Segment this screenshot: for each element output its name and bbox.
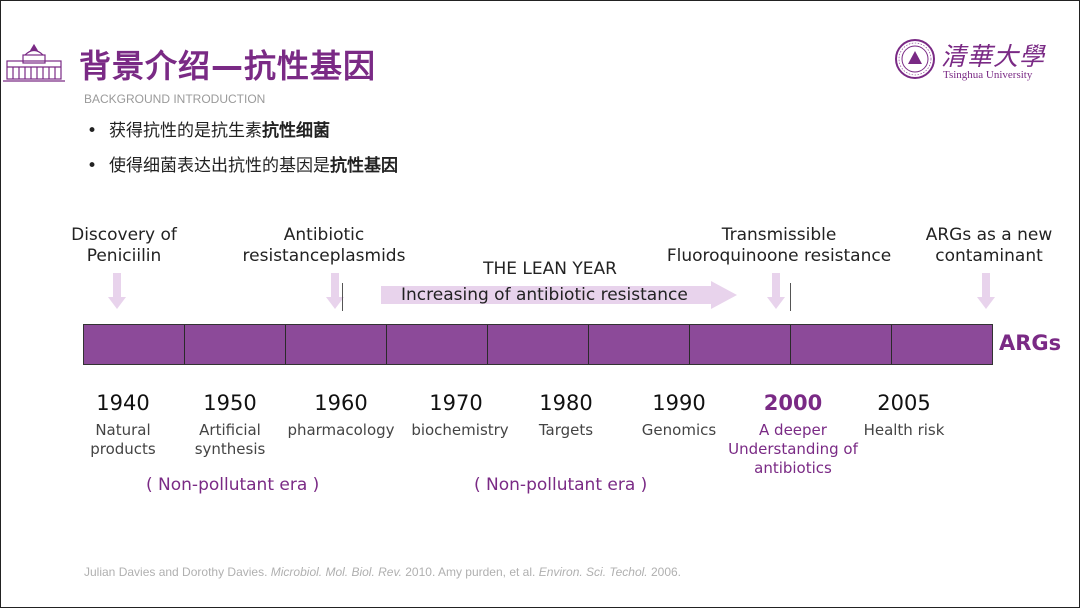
event-lean-year: THE LEAN YEAR [483,259,617,279]
university-name: Tsinghua University [943,69,1033,81]
year-desc-1990: Genomics [641,421,717,439]
bullet-2: • 使得细菌表达出抗性的基因是抗性基因 [87,156,398,176]
year-1970: 1970 [429,391,483,415]
year-desc-1950: Artificial synthesis [194,421,266,458]
page-subtitle: BACKGROUND INTRODUCTION [84,92,266,106]
tsinghua-seal-icon [894,38,936,80]
timeline-segment [791,325,892,364]
event-fluoroquinolone: Transmissible Fluoroquinoone resistance [666,225,892,266]
citation: Julian Davies and Dorothy Davies. Microb… [84,565,682,579]
event-args-contaminant: ARGs as a new contaminant [925,225,1053,266]
timeline-segment [387,325,488,364]
building-logo-icon [3,41,65,83]
page-title: 背景介绍—抗性基因 [79,47,377,85]
year-desc-1940: Natural products [90,421,156,458]
arrow-down-icon [108,273,126,309]
year-1940: 1940 [96,391,150,415]
year-desc-2005: Health risk [863,421,945,439]
event-plasmids: Antibiotic resistanceplasmids [242,225,406,266]
timeline-segment [892,325,992,364]
year-desc-1960: pharmacology [287,421,395,439]
divider-tick [342,283,343,311]
timeline-segment [488,325,589,364]
year-2000: 2000 [763,391,823,415]
timeline-bar [83,324,993,365]
arrow-down-icon [767,273,785,309]
year-desc-2000: A deeper Understanding of antibiotics [728,421,858,477]
arrow-down-icon [326,273,344,309]
era-label-1: ( Non-pollutant era ) [146,475,320,495]
year-desc-1980: Targets [538,421,594,439]
timeline-label: ARGs [999,331,1062,355]
bullet-1: • 获得抗性的是抗生素抗性细菌 [87,121,330,141]
year-1960: 1960 [314,391,368,415]
event-penicillin: Discovery of Peniciilin [71,225,177,266]
timeline-segment [185,325,286,364]
year-desc-1970: biochemistry [411,421,509,439]
year-1950: 1950 [203,391,257,415]
university-name-cn: 清華大學 [941,42,1046,71]
timeline-segment [84,325,185,364]
era-label-2: ( Non-pollutant era ) [474,475,648,495]
timeline-segment [286,325,387,364]
year-1980: 1980 [539,391,593,415]
arrow-down-icon [977,273,995,309]
event-increasing-resistance: Increasing of antibiotic resistance [401,285,688,305]
year-2005: 2005 [877,391,931,415]
arrow-right-icon [381,281,737,309]
timeline-segment [589,325,690,364]
divider-tick [790,283,791,311]
year-1990: 1990 [652,391,706,415]
timeline-segment [690,325,791,364]
